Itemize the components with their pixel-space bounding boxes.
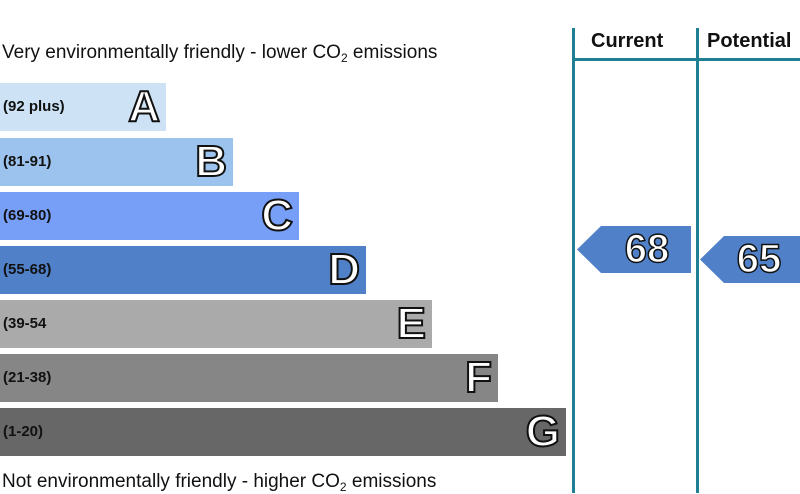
band-f: (21-38) F bbox=[0, 353, 498, 403]
band-d: (55-68) D bbox=[0, 245, 366, 295]
potential-column-header: Potential bbox=[707, 30, 792, 52]
arrow-shape bbox=[577, 226, 691, 273]
left-column-border bbox=[572, 28, 575, 493]
band-letter: A bbox=[127, 82, 161, 132]
band-range: (39-54 bbox=[3, 315, 47, 332]
band-letter: F bbox=[464, 353, 493, 403]
middle-column-border bbox=[696, 28, 699, 493]
band-range: (21-38) bbox=[3, 369, 52, 386]
bottom-caption: Not environmentally friendly - higher CO… bbox=[2, 471, 437, 494]
band-c: (69-80) C bbox=[0, 191, 299, 241]
band-letter: E bbox=[396, 299, 427, 349]
band-a: (92 plus) A bbox=[0, 82, 166, 132]
potential-rating-arrow: 65 bbox=[700, 236, 800, 283]
band-range: (81-91) bbox=[3, 153, 52, 170]
band-range: (55-68) bbox=[3, 261, 52, 278]
band-e: (39-54 E bbox=[0, 299, 432, 349]
band-g: (1-20) G bbox=[0, 407, 566, 457]
current-rating-arrow: 68 bbox=[577, 226, 691, 273]
top-caption: Very environmentally friendly - lower CO… bbox=[2, 42, 438, 65]
current-rating-value: 68 bbox=[624, 226, 670, 272]
band-letter: G bbox=[525, 407, 561, 457]
band-letter: C bbox=[260, 191, 294, 241]
band-b: (81-91) B bbox=[0, 137, 233, 187]
potential-rating-value: 65 bbox=[736, 236, 782, 282]
band-range: (1-20) bbox=[3, 423, 44, 440]
header-divider bbox=[572, 58, 800, 61]
band-letter: B bbox=[194, 137, 228, 187]
band-range: (92 plus) bbox=[3, 98, 65, 115]
band-range: (69-80) bbox=[3, 207, 52, 224]
arrow-shape bbox=[700, 236, 800, 283]
band-letter: D bbox=[327, 245, 361, 295]
current-column-header: Current bbox=[591, 30, 664, 52]
